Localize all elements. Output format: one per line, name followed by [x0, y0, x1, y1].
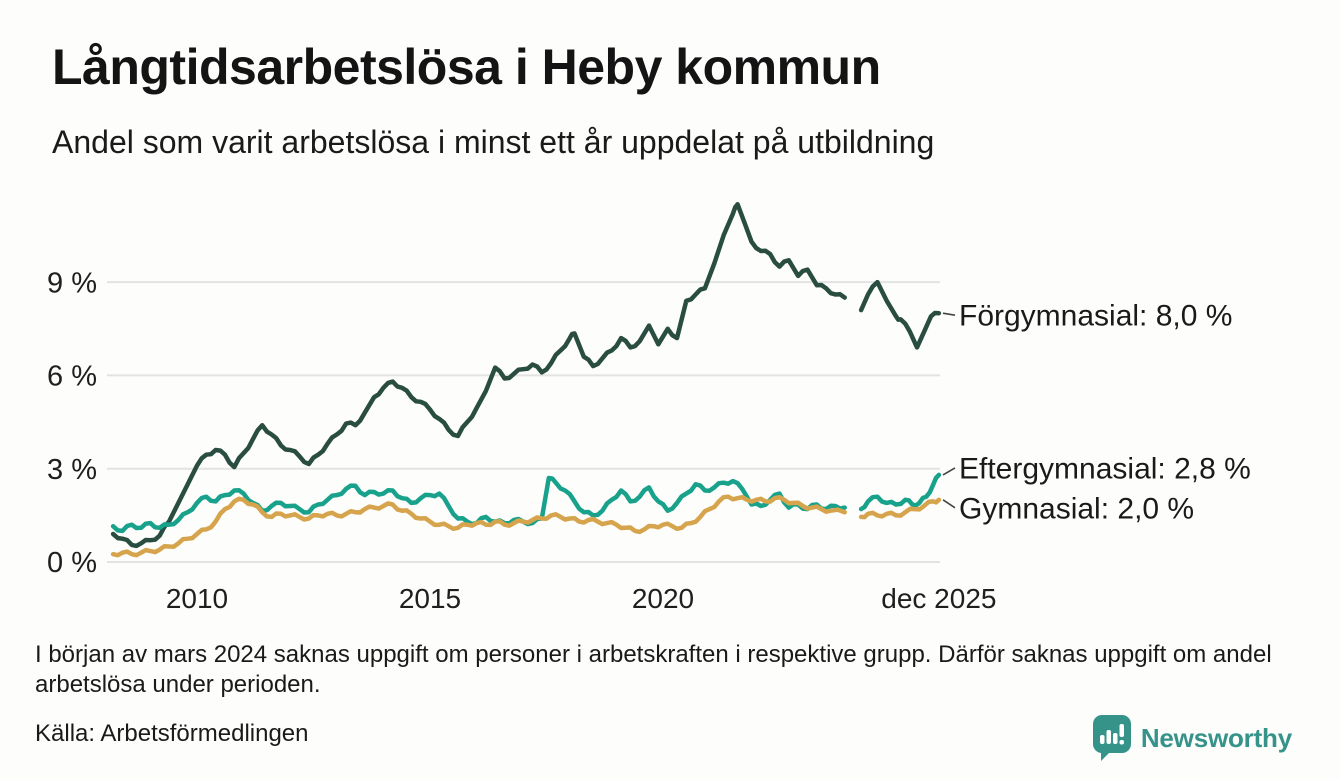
series-line-forgymnasial	[858, 279, 942, 350]
label-connector	[942, 312, 956, 316]
chart-footnote: I början av mars 2024 saknas uppgift om …	[35, 641, 1272, 699]
y-tick-label: 3 %	[47, 454, 97, 486]
x-tick-label: dec 2025	[881, 583, 996, 614]
series-line-forgymnasial	[110, 202, 847, 549]
x-tick-label: 2020	[632, 583, 694, 614]
newsworthy-logo[interactable]: Newsworthy	[1092, 714, 1292, 762]
y-tick-label: 0 %	[47, 547, 97, 579]
series-line-eftergymnasial	[858, 472, 942, 512]
newsworthy-logo-text: Newsworthy	[1140, 722, 1292, 753]
label-connector	[942, 467, 956, 476]
label-connector	[942, 499, 956, 509]
x-tick-label: 2010	[166, 583, 228, 614]
series-end-label-gymnasial: Gymnasial: 2,0 %	[959, 492, 1194, 525]
x-tick-label: 2015	[399, 583, 461, 614]
newsworthy-speech-bubble-icon	[1092, 715, 1131, 761]
chart-source: Källa: Arbetsförmedlingen	[35, 720, 309, 747]
series-end-label-eftergymnasial: Eftergymnasial: 2,8 %	[959, 452, 1251, 485]
chart-title: Långtidsarbetslösa i Heby kommun	[52, 39, 881, 95]
y-tick-label: 9 %	[47, 267, 97, 299]
series-line-eftergymnasial	[110, 475, 847, 534]
series-line-gymnasial	[110, 494, 847, 558]
series-end-label-forgymnasial: Förgymnasial: 8,0 %	[959, 300, 1232, 333]
series-line-gymnasial	[858, 497, 942, 520]
y-tick-label: 6 %	[47, 361, 97, 393]
chart-subtitle: Andel som varit arbetslösa i minst ett å…	[52, 124, 935, 160]
